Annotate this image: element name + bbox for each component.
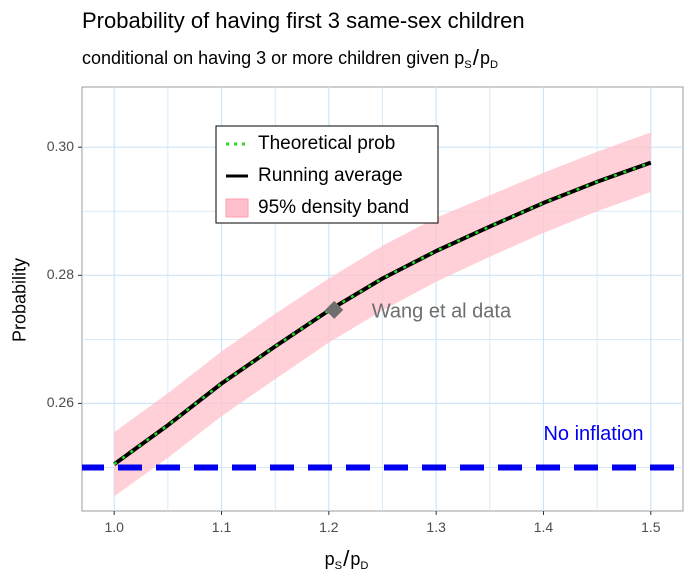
x-tick-label: 1.2 bbox=[319, 519, 339, 535]
chart-title: Probability of having first 3 same-sex c… bbox=[82, 8, 525, 33]
chart-marks: No inflation Wang et al data bbox=[82, 132, 683, 497]
subtitle-ratio: pS/pD bbox=[454, 45, 499, 71]
subtitle-text: conditional on having 3 or more children… bbox=[82, 48, 455, 68]
x-tick-label: 1.3 bbox=[426, 519, 446, 535]
x-tick-label: 1.1 bbox=[212, 519, 232, 535]
x-tick-label: 1.4 bbox=[534, 519, 554, 535]
wang-data-point bbox=[325, 300, 344, 319]
density-band-area bbox=[114, 132, 651, 497]
y-tick-label: 0.28 bbox=[47, 266, 74, 282]
annotation-label: Wang et al data bbox=[372, 301, 512, 323]
y-axis-label: Probability bbox=[9, 257, 30, 343]
x-axis-label: pS/pD bbox=[324, 546, 369, 572]
legend-label: 95% density band bbox=[258, 197, 409, 218]
axes: 1.0 1.1 1.2 1.3 1.4 1.5 0.26 0.28 0.30 bbox=[47, 138, 661, 535]
chart-subtitle: conditional on having 3 or more children… bbox=[82, 45, 499, 71]
theoretical-prob-line bbox=[113, 161, 652, 466]
legend: Theoretical prob Running average 95% densi… bbox=[215, 125, 439, 224]
legend-key-density-band bbox=[225, 198, 249, 218]
annotation-label: No inflation bbox=[543, 423, 643, 445]
y-tick-label: 0.26 bbox=[47, 394, 74, 410]
legend-label: Running average bbox=[258, 165, 403, 186]
legend-box bbox=[215, 125, 439, 224]
x-tick-label: 1.5 bbox=[641, 519, 661, 535]
y-tick-label: 0.30 bbox=[47, 138, 74, 154]
legend-label: Theoretical prob bbox=[258, 133, 395, 154]
x-tick-label: 1.0 bbox=[104, 519, 124, 535]
